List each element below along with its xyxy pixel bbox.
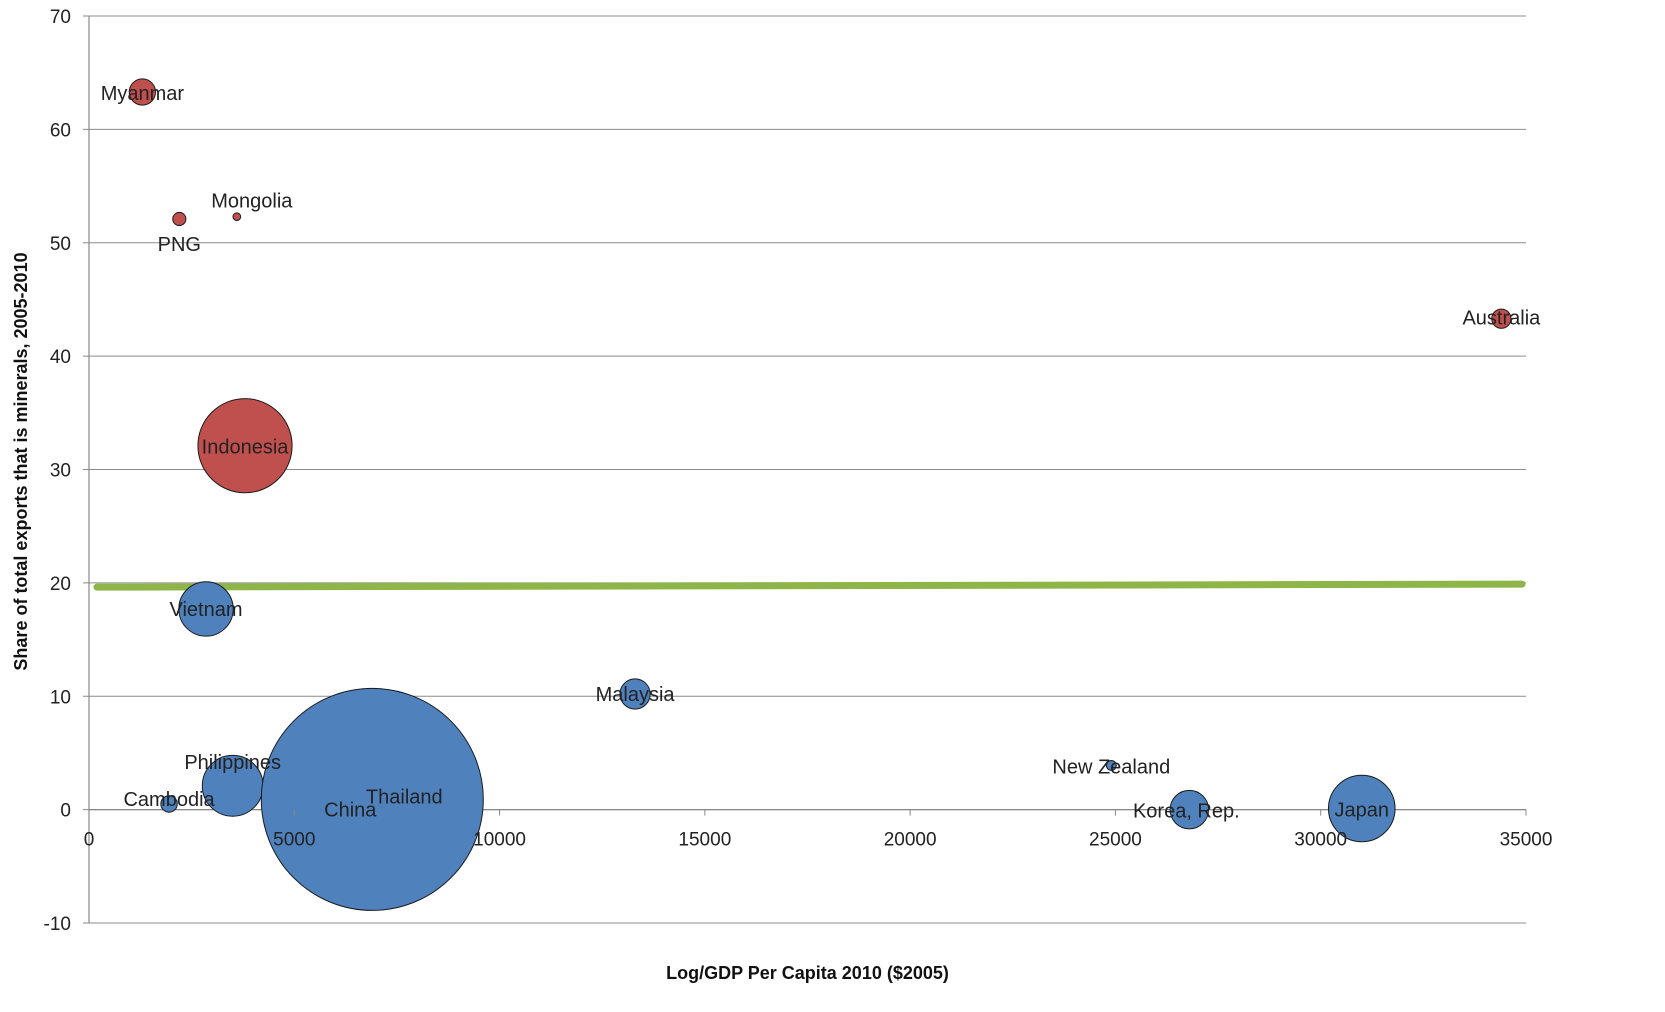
y-axis-title: Share of total exports that is minerals,… <box>11 252 31 670</box>
y-tick-label-2: 10 <box>50 687 71 708</box>
y-tick-labels: -10 0 10 20 30 40 50 60 70 <box>44 7 89 935</box>
label-japan: Japan <box>1335 799 1390 821</box>
bubble-korea-rep <box>1169 789 1210 830</box>
y-tick-label-8: 70 <box>50 7 71 28</box>
label-cambodia: Cambodia <box>123 789 215 811</box>
y-tick-label-7: 60 <box>50 120 71 141</box>
label-new-zealand: New Zealand <box>1052 756 1170 778</box>
label-indonesia: Indonesia <box>202 437 290 459</box>
y-tick-label-5: 40 <box>50 347 71 368</box>
x-tick-label-1: 5000 <box>273 830 315 851</box>
label-malaysia: Malaysia <box>596 684 676 706</box>
x-tick-label-3: 15000 <box>678 830 731 851</box>
label-thailand: Thailand <box>366 786 443 808</box>
x-tick-label-6: 30000 <box>1294 830 1347 851</box>
x-tick-label-5: 25000 <box>1089 830 1142 851</box>
y-tick-label-1: 0 <box>60 801 71 822</box>
bubble-japan <box>1327 774 1396 843</box>
label-myanmar: Myanmar <box>101 83 185 105</box>
label-korea-rep: Korea, Rep. <box>1133 801 1240 823</box>
bubble-mongolia <box>232 212 242 222</box>
x-tick-labels: 0 5000 10000 15000 20000 25000 30000 35000 <box>84 809 1553 851</box>
bubble-myanmar <box>128 78 157 106</box>
bubble-cambodia <box>160 795 178 813</box>
x-tick-label-7: 35000 <box>1500 830 1553 851</box>
bubble-china <box>260 687 484 911</box>
y-tick-label-4: 30 <box>50 461 71 482</box>
x-tick-label-2: 10000 <box>473 830 526 851</box>
label-mongolia: Mongolia <box>211 191 293 213</box>
bubble-malaysia <box>619 678 651 710</box>
label-china: China <box>324 799 377 821</box>
bubble-labels: Myanmar PNG Mongolia Indonesia Australia Viet… <box>101 83 1541 823</box>
bubble-png <box>172 211 187 227</box>
bubble-australia <box>1491 308 1512 329</box>
y-tick-label-0: -10 <box>44 914 71 935</box>
label-philippines: Philippines <box>184 752 281 774</box>
bubbles <box>128 78 1512 911</box>
x-tick-label-4: 20000 <box>884 830 937 851</box>
label-vietnam: Vietnam <box>170 599 243 621</box>
bubble-vietnam <box>178 581 234 637</box>
x-tick-label-0: 0 <box>84 830 95 851</box>
threshold-line-group <box>93 580 1526 591</box>
label-australia: Australia <box>1462 308 1541 330</box>
y-tick-label-6: 50 <box>50 234 71 255</box>
y-tick-label-3: 20 <box>50 574 71 595</box>
x-axis-title: Log/GDP Per Capita 2010 ($2005) <box>666 963 949 983</box>
label-png: PNG <box>158 234 201 256</box>
threshold-line <box>93 580 1526 591</box>
bubble-new-zealand <box>1105 759 1117 771</box>
bubble-indonesia <box>197 398 293 494</box>
